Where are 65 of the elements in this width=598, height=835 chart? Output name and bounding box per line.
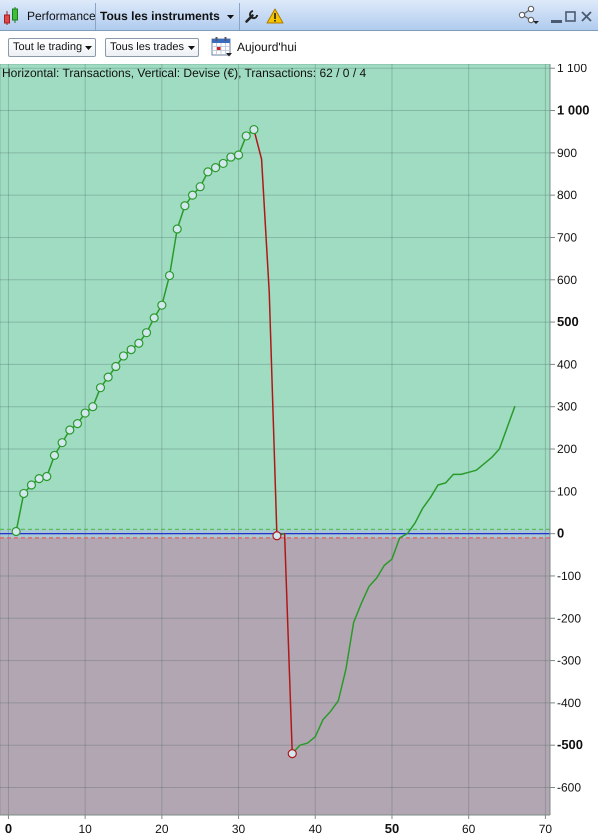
y-tick-label: 300 — [557, 400, 578, 414]
x-tick-label: 60 — [462, 822, 476, 835]
y-tick-label: -300 — [557, 654, 582, 668]
y-tick-label: -600 — [557, 780, 582, 794]
point — [12, 526, 21, 536]
point — [180, 201, 190, 210]
chart-title: Performance — [27, 9, 96, 23]
point — [249, 124, 259, 134]
point — [218, 158, 228, 168]
point — [242, 131, 251, 141]
point — [50, 450, 60, 460]
y-tick-label: 1 000 — [557, 102, 590, 118]
x-tick-label: 0 — [4, 821, 12, 835]
point — [126, 344, 136, 354]
y-tick-label: 200 — [557, 442, 578, 456]
point — [80, 408, 90, 418]
point — [210, 163, 220, 172]
y-tick-label: -400 — [557, 696, 582, 710]
y-tick-label: -200 — [557, 611, 582, 626]
point — [96, 383, 106, 392]
x-tick-label: 50 — [384, 821, 400, 835]
point — [34, 474, 44, 484]
y-tick-label: 500 — [557, 314, 579, 330]
y-tick-label: 600 — [557, 272, 578, 287]
point — [226, 152, 236, 162]
point — [157, 300, 166, 310]
x-tick-label: 10 — [78, 822, 92, 835]
dropdown: Tous les trades — [105, 38, 199, 57]
title-bar: Performance Tous les instruments — [0, 0, 598, 31]
point — [203, 167, 212, 176]
point — [234, 150, 244, 160]
point — [164, 270, 174, 280]
x-tick-label: 30 — [232, 822, 246, 835]
point — [104, 372, 113, 382]
x-tick-label: 20 — [155, 822, 169, 835]
y-tick-label: 100 — [557, 484, 578, 498]
y-tick-label: 800 — [557, 188, 578, 202]
point — [88, 402, 98, 412]
y-tick-label: -500 — [557, 737, 584, 752]
point — [58, 438, 67, 448]
y-tick-label: 700 — [557, 230, 578, 244]
chart-subtitle: Horizontal: Transactions, Vertical: Devise (€), Transactions: 62 / 0 / 4 — [2, 66, 366, 80]
point — [150, 313, 159, 322]
point — [188, 190, 198, 200]
point — [196, 182, 205, 192]
point — [111, 362, 120, 372]
point — [19, 488, 28, 498]
point — [288, 749, 297, 758]
point — [65, 425, 74, 435]
point — [142, 328, 152, 338]
point — [42, 472, 52, 482]
x-tick-label: 70 — [538, 822, 552, 835]
point — [72, 419, 82, 428]
y-tick-label: 400 — [557, 357, 578, 372]
point — [172, 224, 182, 234]
point — [26, 480, 36, 490]
point — [272, 531, 282, 540]
point — [134, 338, 144, 348]
y-tick-label: 900 — [557, 146, 578, 160]
x-tick-label: 40 — [308, 822, 322, 835]
y-tick-label: 0 — [557, 526, 564, 541]
dropdown: Tout le trading — [8, 38, 96, 57]
point — [118, 351, 128, 361]
y-tick-label: -100 — [557, 568, 582, 583]
y-tick-label: 1 100 — [557, 61, 588, 76]
